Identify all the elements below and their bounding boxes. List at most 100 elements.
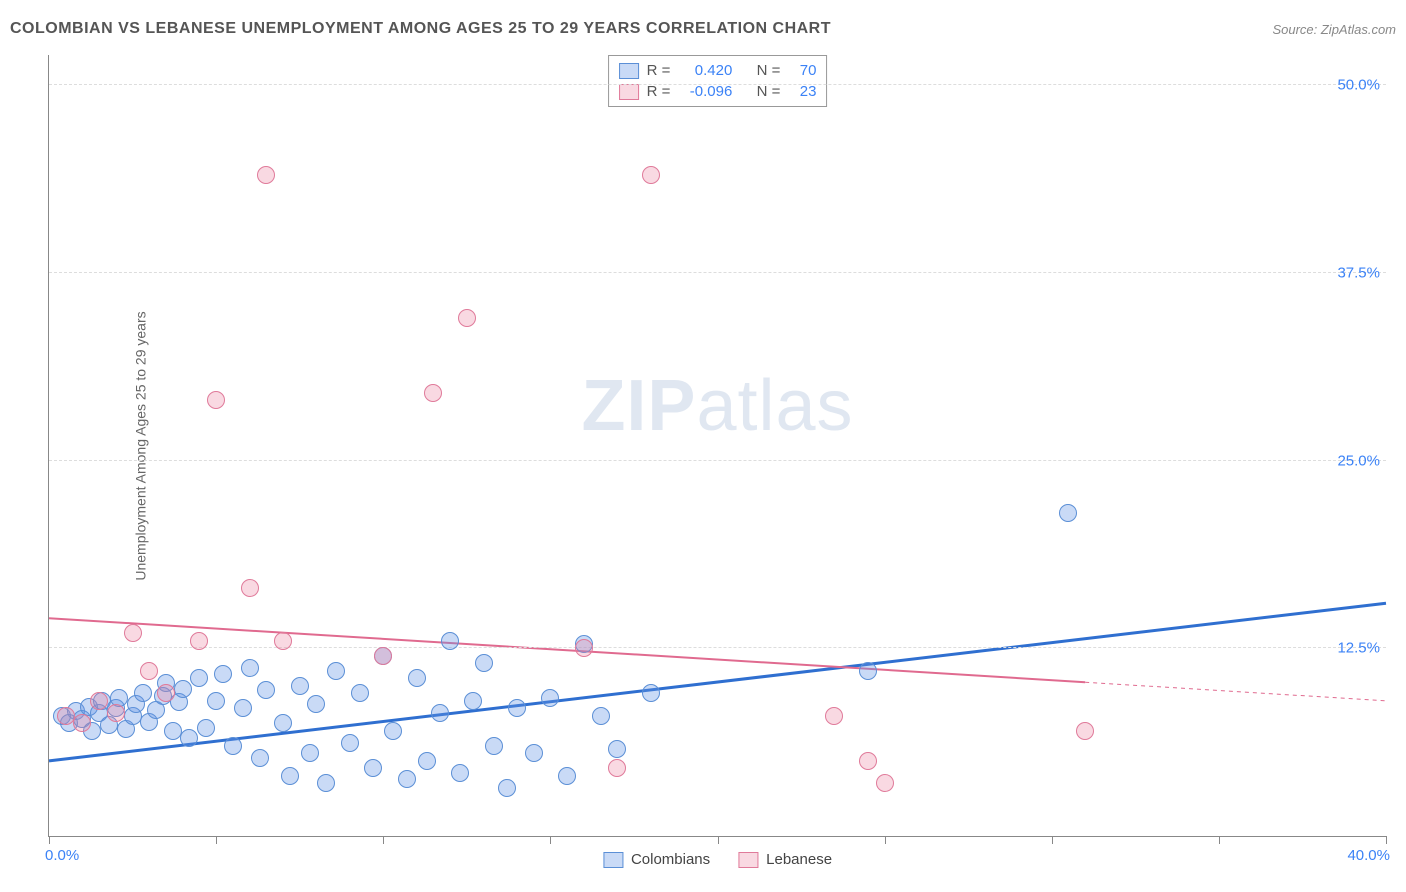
r-label: R =	[647, 83, 671, 100]
data-point	[642, 166, 660, 184]
legend-item: Colombians	[603, 851, 710, 868]
data-point	[257, 166, 275, 184]
data-point	[124, 624, 142, 642]
data-point	[525, 744, 543, 762]
data-point	[274, 714, 292, 732]
y-tick-label: 12.5%	[1337, 640, 1380, 657]
data-point	[190, 669, 208, 687]
n-label: N =	[757, 62, 781, 79]
data-point	[384, 722, 402, 740]
plot-area: ZIPatlas R =0.420 N =70R =-0.096 N =23 C…	[48, 55, 1386, 837]
x-tick	[383, 836, 384, 844]
data-point	[281, 767, 299, 785]
x-axis-end-label: 40.0%	[1347, 847, 1390, 864]
series-legend: Colombians Lebanese	[603, 851, 832, 868]
data-point	[164, 722, 182, 740]
data-point	[859, 662, 877, 680]
data-point	[876, 774, 894, 792]
data-point	[241, 579, 259, 597]
data-point	[207, 692, 225, 710]
series-name: Colombians	[631, 851, 710, 868]
data-point	[475, 654, 493, 672]
data-point	[197, 719, 215, 737]
data-point	[291, 677, 309, 695]
data-point	[224, 737, 242, 755]
data-point	[241, 659, 259, 677]
gridline	[49, 84, 1386, 85]
x-tick	[1219, 836, 1220, 844]
n-value: 70	[788, 62, 816, 79]
data-point	[90, 692, 108, 710]
data-point	[608, 759, 626, 777]
data-point	[1076, 722, 1094, 740]
x-tick	[1386, 836, 1387, 844]
data-point	[341, 734, 359, 752]
legend-item: Lebanese	[738, 851, 832, 868]
data-point	[592, 707, 610, 725]
data-point	[307, 695, 325, 713]
data-point	[541, 689, 559, 707]
data-point	[73, 714, 91, 732]
r-value: -0.096	[678, 83, 732, 100]
gridline	[49, 647, 1386, 648]
y-tick-label: 37.5%	[1337, 264, 1380, 281]
data-point	[1059, 504, 1077, 522]
data-point	[558, 767, 576, 785]
data-point	[608, 740, 626, 758]
data-point	[424, 384, 442, 402]
series-swatch	[619, 84, 639, 100]
data-point	[327, 662, 345, 680]
r-label: R =	[647, 62, 671, 79]
x-tick	[49, 836, 50, 844]
n-label: N =	[757, 83, 781, 100]
data-point	[441, 632, 459, 650]
data-point	[374, 647, 392, 665]
series-swatch	[603, 852, 623, 868]
data-point	[257, 681, 275, 699]
data-point	[485, 737, 503, 755]
data-point	[458, 309, 476, 327]
x-tick	[216, 836, 217, 844]
series-name: Lebanese	[766, 851, 832, 868]
data-point	[180, 729, 198, 747]
data-point	[464, 692, 482, 710]
x-tick	[718, 836, 719, 844]
x-tick	[1052, 836, 1053, 844]
stats-legend: R =0.420 N =70R =-0.096 N =23	[608, 55, 828, 107]
data-point	[214, 665, 232, 683]
y-tick-label: 50.0%	[1337, 77, 1380, 94]
data-point	[351, 684, 369, 702]
trend-line-extrapolated	[1085, 682, 1386, 701]
data-point	[301, 744, 319, 762]
data-point	[498, 779, 516, 797]
data-point	[431, 704, 449, 722]
data-point	[408, 669, 426, 687]
data-point	[174, 680, 192, 698]
data-point	[418, 752, 436, 770]
data-point	[398, 770, 416, 788]
data-point	[107, 704, 125, 722]
y-tick-label: 25.0%	[1337, 452, 1380, 469]
data-point	[234, 699, 252, 717]
data-point	[190, 632, 208, 650]
x-tick	[885, 836, 886, 844]
x-axis-start-label: 0.0%	[45, 847, 79, 864]
series-swatch	[619, 63, 639, 79]
data-point	[157, 684, 175, 702]
source-attribution: Source: ZipAtlas.com	[1272, 22, 1396, 37]
series-swatch	[738, 852, 758, 868]
trend-lines	[49, 55, 1386, 836]
n-value: 23	[788, 83, 816, 100]
data-point	[57, 707, 75, 725]
data-point	[134, 684, 152, 702]
data-point	[575, 639, 593, 657]
data-point	[364, 759, 382, 777]
data-point	[317, 774, 335, 792]
data-point	[825, 707, 843, 725]
stats-row: R =0.420 N =70	[619, 60, 817, 81]
data-point	[207, 391, 225, 409]
gridline	[49, 460, 1386, 461]
trend-line	[49, 603, 1386, 761]
data-point	[451, 764, 469, 782]
data-point	[508, 699, 526, 717]
